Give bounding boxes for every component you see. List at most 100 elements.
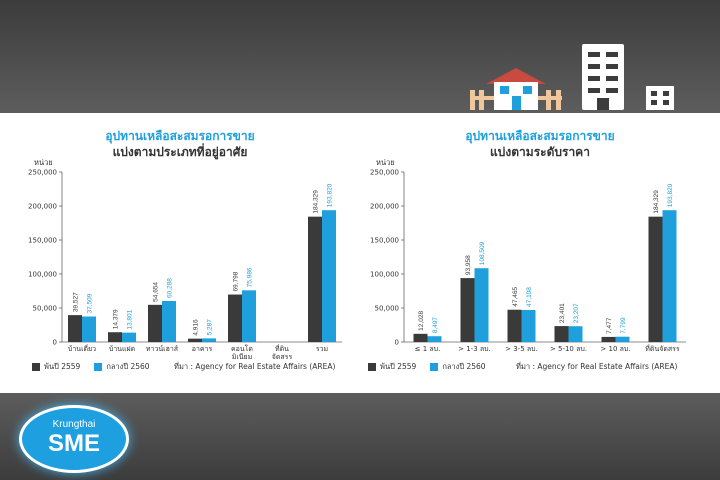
bar [427,336,442,342]
bar [308,216,322,342]
bar [460,278,475,342]
bar [68,315,82,342]
bar-chart-by-type: หน่วย 0 50,000 100,000 150,000 200,000 250,000… [28,158,342,361]
bar [188,338,202,342]
x-tick-label: ≤ 1 ลบ. [415,345,441,353]
y-tick-label: 250,000 [28,169,57,177]
bar [413,333,428,342]
chart-subtitle: แบ่งตามประเภทที่อยู่อาศัย [112,145,248,159]
bar [148,304,162,342]
bar-value-label: 184,329 [653,190,660,214]
y-tick-label: 200,000 [28,203,57,211]
x-tick-label: > 10 ลบ. [600,345,630,353]
bar-value-label: 5,287 [207,319,214,336]
y-tick-label: 50,000 [375,305,400,313]
y-tick-label: 150,000 [28,237,57,245]
bar-value-label: 23,207 [573,303,580,323]
bar [242,290,256,342]
chart-panel-by-price: อุปทานเหลือสะสมรอการขาย แบ่งตามระดับราคา… [360,113,720,393]
bar-value-label: 37,509 [87,293,94,313]
y-tick-label: 0 [395,339,399,347]
legend-label-2559: พ้นปี 2559 [380,362,417,371]
x-tick-label: คอนโด [231,344,253,353]
logo-line-2: SME [47,430,100,457]
y-tick-label: 100,000 [370,271,399,279]
tower-icon [582,44,624,110]
x-tick-label: ที่ดินจัดสรร [645,344,680,353]
bar [82,316,96,342]
bar-value-label: 12,028 [418,311,425,331]
chart-title: อุปทานเหลือสะสมรอการขาย [105,129,255,143]
bar-value-label: 39,527 [73,292,80,312]
building-icon [646,86,674,110]
chart-subtitle: แบ่งตามระดับราคา [490,145,590,159]
y-tick-label: 0 [53,339,57,347]
x-tick-label: มิเนียม [232,353,253,361]
y-axis-unit-label: หน่วย [376,158,395,167]
legend-swatch-2559 [368,363,376,371]
bar [122,332,136,342]
y-tick-label: 50,000 [33,305,58,313]
x-tick-label: อาคาร [192,345,213,353]
x-tick-label: บ้านแฝด [109,345,135,353]
bar [228,294,242,342]
bar-value-label: 193,820 [667,183,674,207]
bar-value-label: 14,379 [113,309,120,329]
y-axis-unit-label: หน่วย [34,158,53,167]
x-tick-label: ที่ดิน [275,344,289,353]
bar [474,268,489,342]
x-tick-label: บ้านเดี่ยว [68,344,96,353]
bar-value-label: 69,798 [233,271,240,291]
x-tick-label: > 1-3 ลบ. [458,345,491,353]
krungthai-sme-logo: Krungthai SME [22,408,126,470]
bar [322,210,336,342]
bar [108,332,122,342]
bar [648,216,663,342]
buildings-illustration [470,44,674,110]
bar-value-label: 8,497 [432,317,439,334]
bar [507,309,522,342]
bar-chart-by-price: หน่วย 0 50,000 100,000 150,000 200,000 250,000… [370,158,686,353]
legend-label-2560: กลางปี 2560 [442,362,486,371]
x-tick-label: > 5-10 ลบ. [550,345,587,353]
chart-title: อุปทานเหลือสะสมรอการขาย [465,129,615,143]
source-note: ที่มา : Agency for Real Estate Affairs (… [174,362,336,371]
logo-line-1: Krungthai [52,419,96,430]
legend-swatch-2560 [430,363,439,371]
bar-value-label: 7,477 [606,317,613,334]
bar-value-label: 184,329 [313,190,320,214]
legend-swatch-2560 [94,363,103,371]
y-tick-label: 250,000 [370,169,399,177]
bar [521,309,536,342]
bar [554,326,569,342]
bar [662,210,677,342]
bar [601,336,616,342]
x-tick-label: ทาวน์เฮาส์ [146,345,179,353]
bar-value-label: 193,820 [327,183,334,207]
source-note: ที่มา : Agency for Real Estate Affairs (… [516,362,678,371]
bar-value-label: 75,986 [247,267,254,287]
chart-panel-by-type: อุปทานเหลือสะสมรอการขาย แบ่งตามประเภทที่… [0,113,360,393]
house-icon [486,68,546,110]
bar-value-label: 47,465 [512,286,519,306]
y-tick-label: 150,000 [370,237,399,245]
bar-value-label: 23,401 [559,303,566,323]
legend: พ้นปี 2559 กลางปี 2560 [32,361,150,373]
bar [568,326,583,342]
legend-label-2560: กลางปี 2560 [106,362,150,371]
bar-value-label: 54,654 [153,282,160,302]
bar-value-label: 4,916 [193,319,200,336]
bar [162,301,176,342]
legend: พ้นปี 2559 กลางปี 2560 [368,361,486,373]
bar-value-label: 60,288 [167,278,174,298]
x-tick-label: > 3-5 ลบ. [505,345,538,353]
y-tick-label: 100,000 [28,271,57,279]
bar-value-label: 93,958 [465,255,472,275]
bar [615,336,630,342]
y-tick-label: 200,000 [370,203,399,211]
bar [202,338,216,342]
legend-swatch-2559 [32,363,40,371]
bar-value-label: 47,108 [526,287,533,307]
legend-label-2559: พ้นปี 2559 [44,362,81,371]
bar-value-label: 108,509 [479,241,486,265]
